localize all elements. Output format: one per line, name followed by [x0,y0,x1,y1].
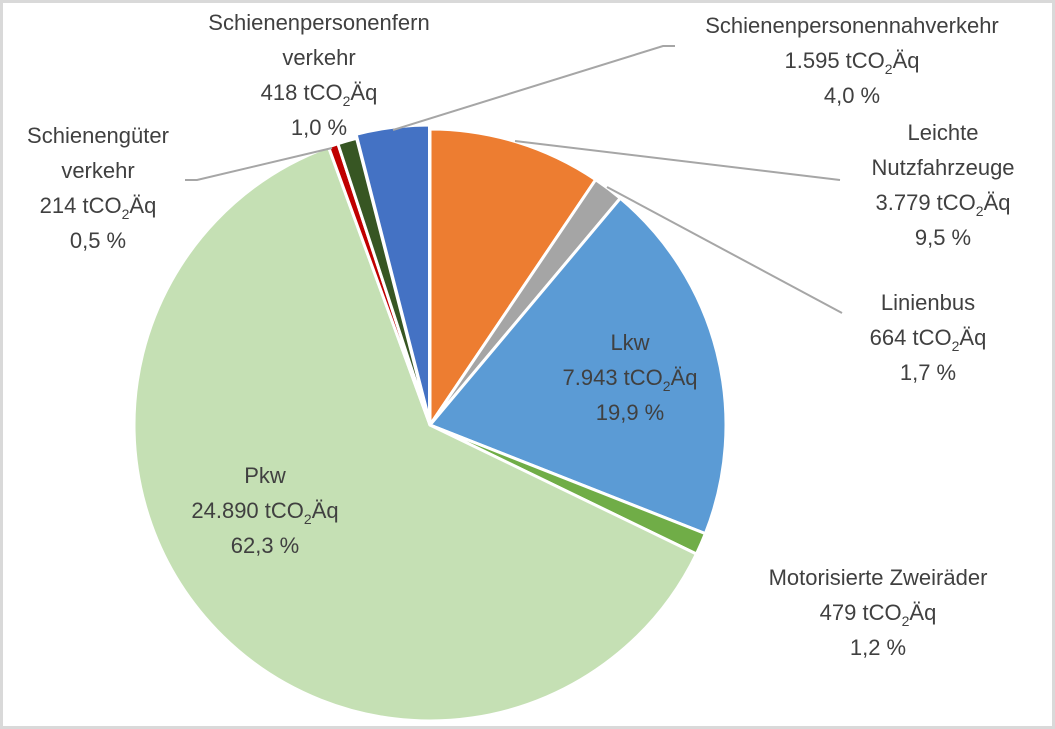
label-name: Leichte [908,120,979,145]
pie-slice-lkw [428,196,728,536]
pie-slice-pkw [132,145,698,723]
label-value: 418 tCO2Äq [261,80,378,109]
label-percent: 1,7 % [900,360,956,385]
label-percent: 4,0 % [824,83,880,108]
leader-line-leichte-nutzfahrzeuge [514,140,841,181]
data-label-motorisierte-zweiraeder: Motorisierte Zweiräder 479 tCO2Äq 1,2 % [769,565,988,660]
label-name: Nutzfahrzeuge [871,155,1014,180]
label-percent: 9,5 % [915,225,971,250]
slices-layer [132,123,728,723]
label-name: Lkw [610,330,649,355]
pie-slice-schienenpersonennahverkehr [354,123,431,423]
label-value: 214 tCO2Äq [40,193,157,222]
data-label-schienenpersonennahverkehr: Schienenpersonennahverkehr 1.595 tCO2Äq 4,… [705,13,999,108]
data-label-leichte-nutzfahrzeuge: Leichte Nutzfahrzeuge 3.779 tCO2Äq 9,5 % [871,120,1014,250]
label-percent: 19,9 % [596,400,665,425]
label-value: 1.595 tCO2Äq [785,48,920,77]
leader-lines-layer [185,45,843,314]
label-value: 664 tCO2Äq [870,325,987,354]
data-label-linienbus: Linienbus 664 tCO2Äq 1,7 % [870,290,987,385]
label-name: verkehr [61,158,134,183]
data-label-pkw: Pkw 24.890 tCO2Äq 62,3 % [191,463,338,558]
data-label-lkw: Lkw 7.943 tCO2Äq 19,9 % [563,330,698,425]
label-value: 7.943 tCO2Äq [563,365,698,394]
leader-line-linienbus [606,186,843,314]
label-percent: 0,5 % [70,228,126,253]
label-value: 24.890 tCO2Äq [191,498,338,527]
label-name: Schienenpersonenfern [208,10,429,35]
label-name: Schienengüter [27,123,169,148]
label-percent: 1,2 % [850,635,906,660]
label-name: Linienbus [881,290,975,315]
leader-line-schienenpersonennahverkehr [392,45,675,131]
label-name: Motorisierte Zweiräder [769,565,988,590]
label-name: Schienenpersonennahverkehr [705,13,999,38]
data-label-schienenpersonenfernverkehr: Schienenpersonenfern verkehr 418 tCO2Äq 1,0… [208,10,429,140]
data-label-schienengueterverkehr: Schienengüter verkehr 214 tCO2Äq 0,5 % [27,123,169,253]
label-percent: 62,3 % [231,533,300,558]
label-name: Pkw [244,463,286,488]
label-name: verkehr [282,45,355,70]
leader-line-schienengueterverkehr [185,147,333,181]
label-percent: 1,0 % [291,115,347,140]
label-value: 479 tCO2Äq [820,600,937,629]
label-value: 3.779 tCO2Äq [876,190,1011,219]
labels-layer: Leichte Nutzfahrzeuge 3.779 tCO2Äq 9,5 % Lin… [27,10,1014,660]
